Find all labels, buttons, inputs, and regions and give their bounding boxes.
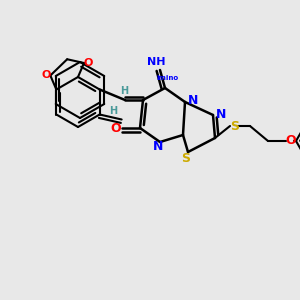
Text: O: O [83,58,93,68]
Text: N: N [153,140,163,154]
Text: O: O [111,122,121,134]
Text: imino: imino [156,75,178,81]
Text: H: H [110,106,118,116]
Text: NH: NH [147,57,165,67]
Text: O: O [286,134,296,148]
Text: N: N [216,109,226,122]
Text: H: H [120,86,128,96]
Text: S: S [182,152,190,166]
Text: O: O [42,70,51,80]
Text: N: N [188,94,198,106]
Text: S: S [230,119,239,133]
